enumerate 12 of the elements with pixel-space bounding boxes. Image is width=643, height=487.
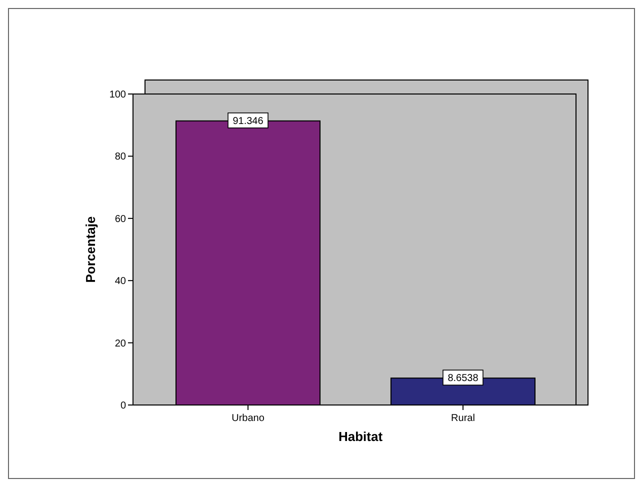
y-tick-label: 80 (114, 152, 126, 163)
x-tick-label: Urbano (232, 413, 265, 424)
y-tick-label: 0 (120, 400, 126, 412)
y-tick-label: 100 (109, 90, 126, 100)
y-tick-label: 60 (114, 214, 126, 225)
x-tick-label: Rural (451, 413, 475, 424)
y-axis-title: Porcentaje (83, 216, 98, 283)
data-label: 8.6538 (448, 373, 479, 384)
x-axis-title: Habitat (338, 429, 384, 444)
y-tick-label: 20 (114, 338, 126, 350)
y-tick-label: 40 (114, 276, 126, 288)
data-label: 91.346 (232, 116, 264, 127)
